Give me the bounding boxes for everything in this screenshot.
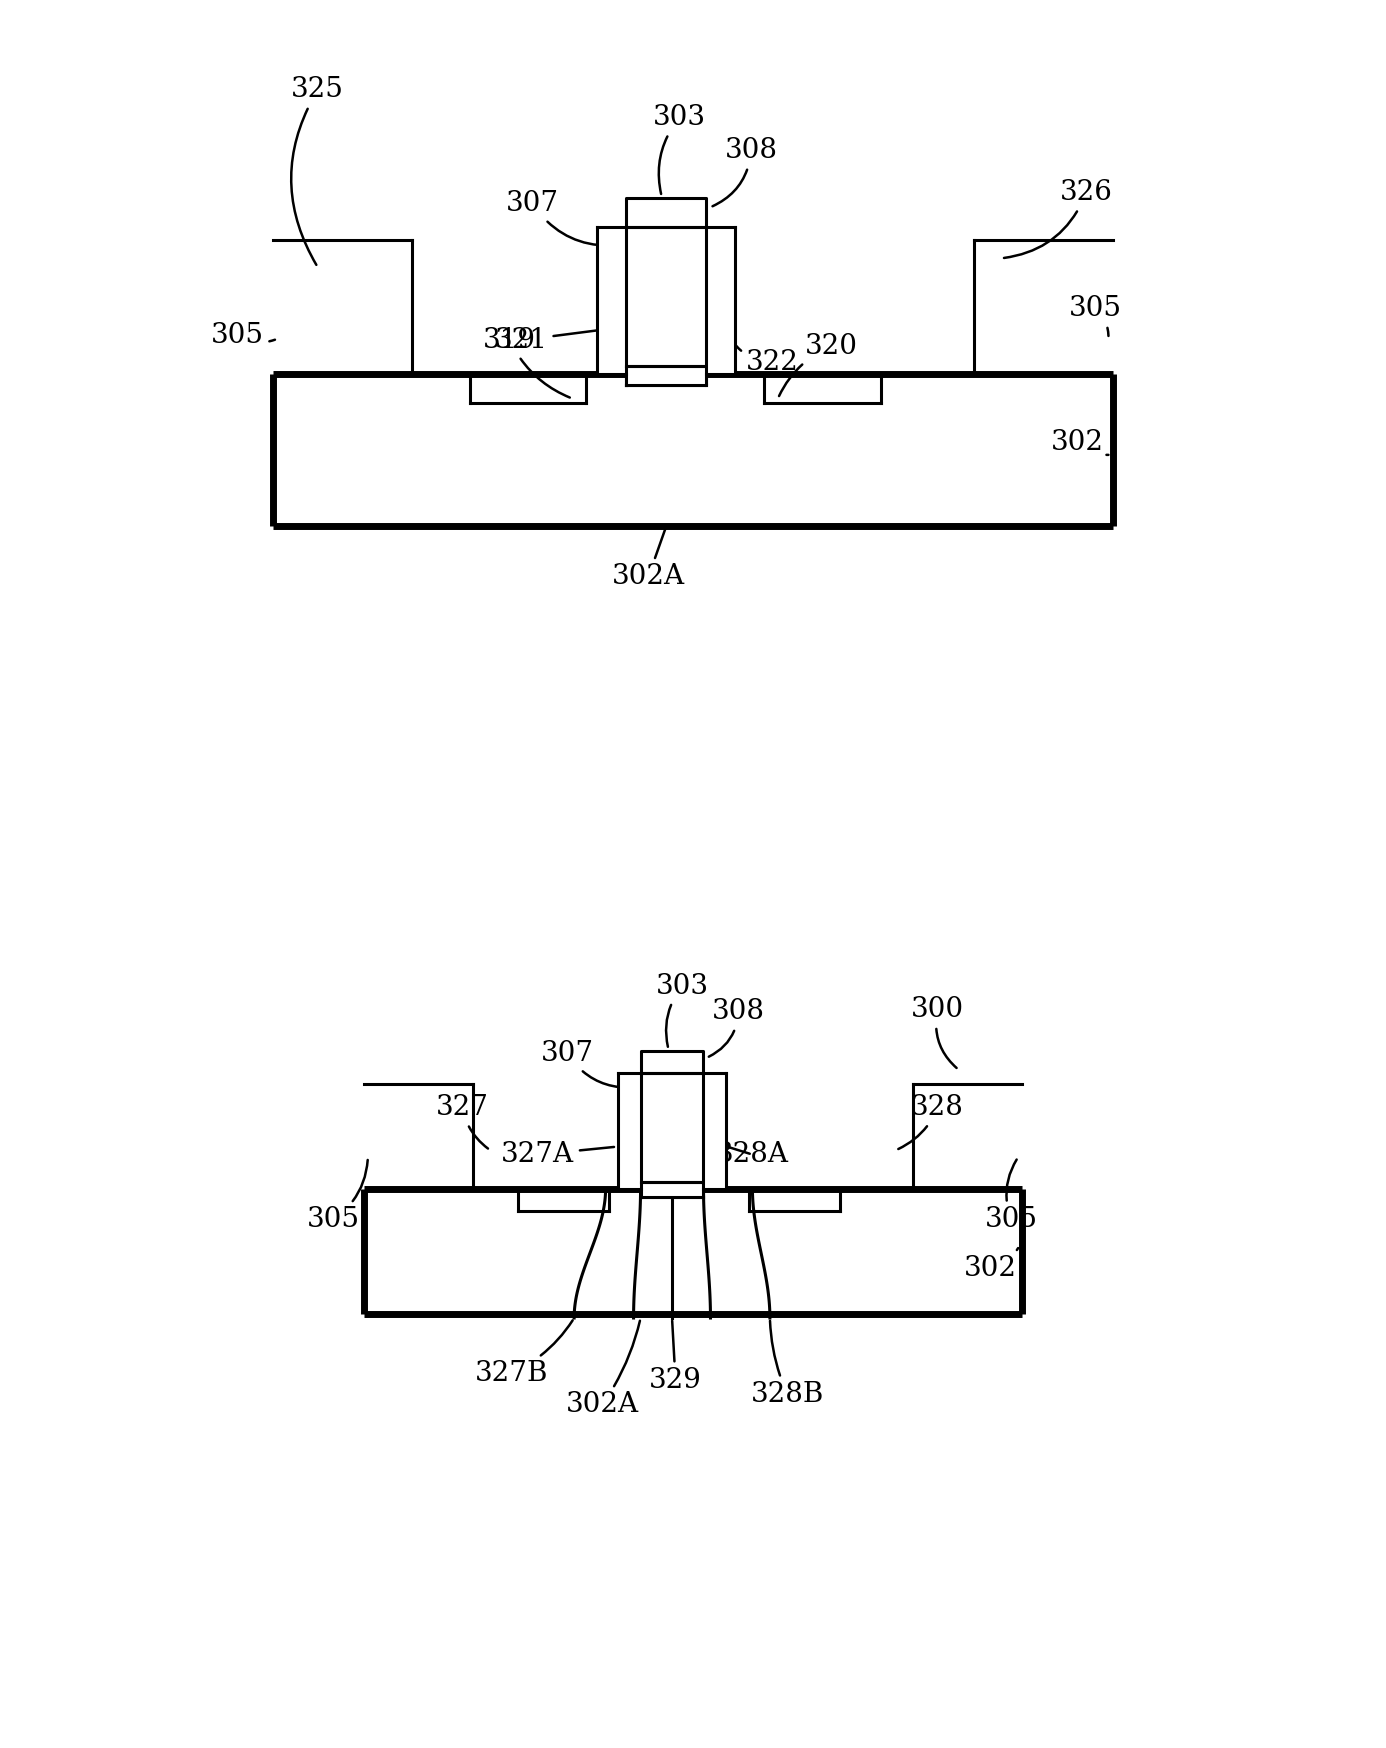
Text: 326: 326	[1003, 180, 1113, 259]
Text: 302: 302	[1051, 430, 1109, 456]
Polygon shape	[626, 365, 707, 385]
Text: 307: 307	[541, 1040, 635, 1087]
Polygon shape	[618, 1073, 640, 1189]
Text: 302A: 302A	[565, 1321, 640, 1418]
Text: 303: 303	[653, 105, 705, 194]
Text: 305: 305	[1069, 295, 1121, 336]
Text: 327: 327	[435, 1094, 489, 1148]
Text: 305: 305	[211, 322, 274, 350]
Polygon shape	[640, 1051, 704, 1073]
Text: 307: 307	[506, 191, 618, 246]
Polygon shape	[704, 1073, 726, 1189]
Text: 302A: 302A	[611, 530, 685, 591]
Text: 302: 302	[963, 1248, 1019, 1281]
Text: 328: 328	[898, 1094, 965, 1148]
Text: 308: 308	[712, 138, 778, 206]
Polygon shape	[707, 227, 735, 374]
Text: 303: 303	[656, 972, 710, 1047]
Text: 305: 305	[984, 1159, 1038, 1232]
Text: 300: 300	[911, 996, 965, 1068]
Polygon shape	[640, 1073, 704, 1182]
Text: 328B: 328B	[751, 1321, 825, 1407]
Text: 328A: 328A	[717, 1141, 789, 1168]
Text: 325: 325	[291, 77, 344, 266]
Text: 305: 305	[306, 1161, 367, 1232]
Text: 329: 329	[649, 1321, 701, 1393]
Text: 320: 320	[779, 332, 858, 397]
Text: 327A: 327A	[502, 1141, 614, 1168]
Polygon shape	[597, 227, 626, 374]
Polygon shape	[626, 199, 707, 227]
Polygon shape	[626, 227, 707, 365]
Polygon shape	[640, 1182, 704, 1197]
Text: 319: 319	[484, 327, 570, 397]
Text: 308: 308	[708, 998, 765, 1058]
Text: 322: 322	[732, 341, 798, 376]
Text: 321: 321	[495, 327, 599, 353]
Text: 327B: 327B	[474, 1320, 572, 1386]
